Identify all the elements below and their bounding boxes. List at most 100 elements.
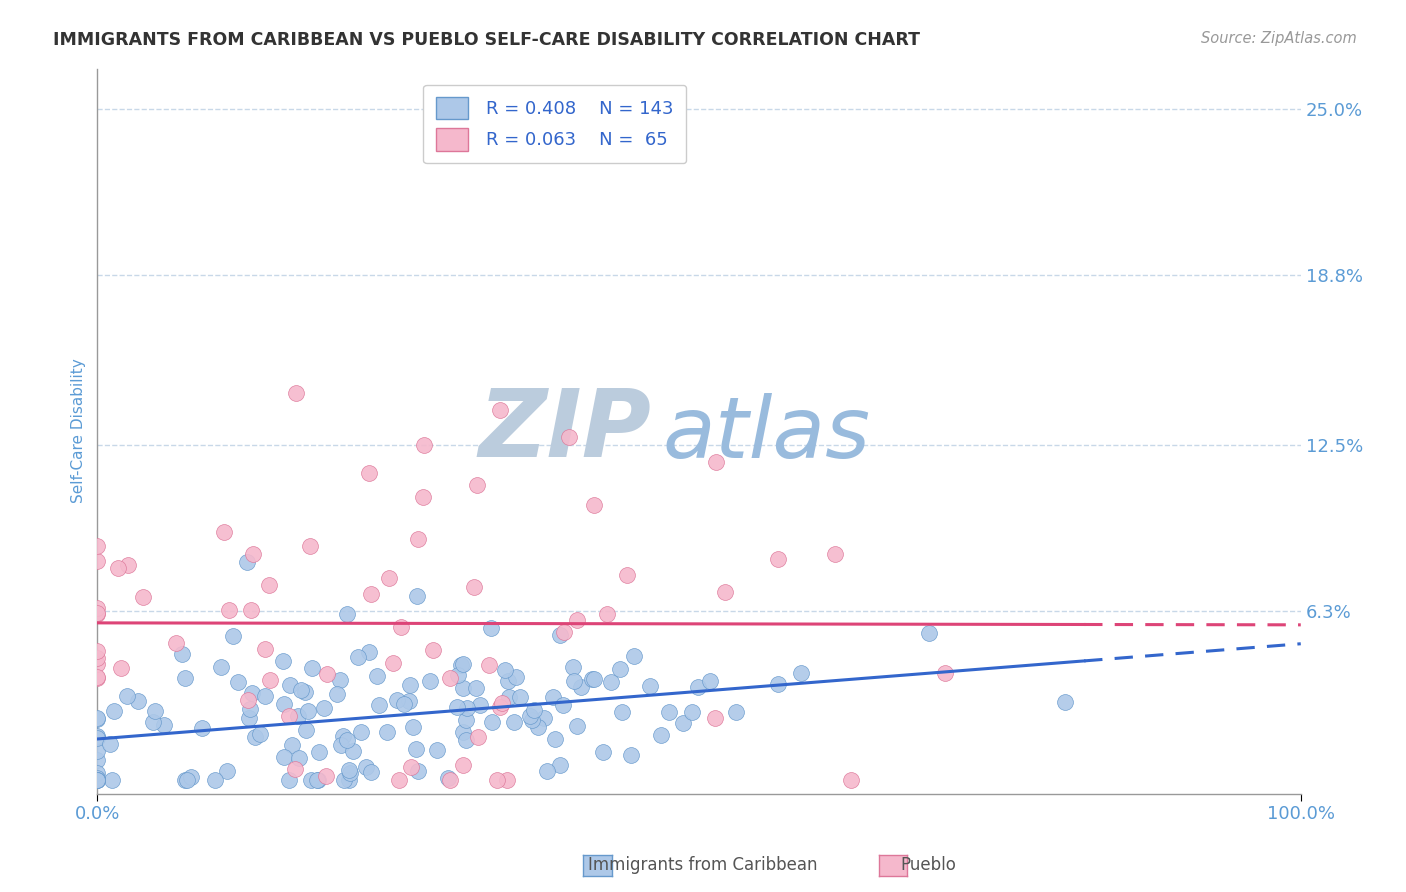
Point (405, 742, 427, 756)
Point (406, 589, 429, 603)
Point (481, 714, 503, 729)
Point (132, 590, 155, 604)
Point (509, 690, 531, 704)
Point (271, 654, 294, 668)
Point (315, 769, 337, 783)
Point (226, 675, 249, 690)
Point (495, 773, 517, 788)
Point (337, 763, 360, 777)
Point (333, 773, 356, 788)
Point (658, 705, 681, 719)
Y-axis label: Self-Care Disability: Self-Care Disability (72, 359, 86, 503)
Point (277, 709, 299, 723)
Point (439, 773, 461, 788)
Point (451, 725, 474, 739)
Point (307, 773, 329, 788)
Point (180, 770, 202, 784)
Point (612, 705, 634, 719)
Point (222, 629, 245, 643)
Point (620, 747, 643, 762)
Point (253, 642, 276, 657)
Point (378, 571, 401, 585)
Point (399, 759, 422, 773)
Point (419, 674, 441, 689)
Point (681, 706, 703, 720)
Point (766, 677, 789, 691)
Point (86, 554, 108, 568)
Point (236, 555, 259, 569)
Point (243, 730, 266, 744)
Point (290, 683, 312, 698)
Point (398, 694, 420, 708)
Point (406, 532, 429, 546)
Point (562, 674, 585, 689)
Point (176, 773, 198, 788)
Point (294, 685, 316, 699)
Point (553, 625, 575, 640)
Point (86, 711, 108, 725)
Point (725, 705, 748, 719)
Point (357, 467, 380, 481)
Point (98, 737, 121, 751)
Point (519, 709, 541, 723)
Point (569, 680, 592, 694)
Text: Immigrants from Caribbean: Immigrants from Caribbean (588, 856, 818, 874)
Point (152, 718, 174, 732)
Point (259, 673, 281, 688)
Point (385, 693, 408, 707)
Point (86, 753, 108, 767)
Point (107, 561, 129, 575)
Point (86, 600, 108, 615)
Point (526, 720, 548, 734)
Point (463, 580, 485, 594)
Point (592, 745, 614, 759)
Text: Source: ZipAtlas.com: Source: ZipAtlas.com (1201, 31, 1357, 46)
Point (342, 744, 364, 758)
Point (86, 729, 108, 743)
Point (503, 714, 526, 729)
Point (284, 762, 307, 776)
Point (451, 758, 474, 772)
Point (238, 711, 260, 725)
Point (565, 719, 588, 733)
Point (468, 698, 491, 713)
Point (204, 773, 226, 788)
Point (339, 765, 361, 780)
Point (406, 764, 429, 778)
Point (454, 733, 477, 747)
Point (332, 729, 354, 743)
Point (465, 478, 488, 492)
Point (86, 671, 108, 685)
Point (299, 773, 322, 788)
Point (391, 620, 413, 634)
Point (314, 700, 336, 714)
Point (488, 403, 510, 417)
Point (583, 498, 606, 512)
Text: atlas: atlas (664, 393, 870, 476)
Point (548, 758, 571, 772)
Point (558, 430, 581, 444)
Point (494, 664, 516, 678)
Text: Pueblo: Pueblo (900, 856, 956, 874)
Point (308, 745, 330, 759)
Point (86, 650, 108, 665)
Point (301, 661, 323, 675)
Point (142, 715, 165, 730)
Point (1053, 695, 1076, 709)
Point (485, 773, 508, 788)
Point (672, 716, 695, 731)
Point (479, 621, 502, 635)
Point (699, 674, 721, 689)
Point (456, 701, 478, 715)
Point (824, 547, 846, 561)
Point (703, 711, 725, 725)
Point (249, 727, 271, 741)
Point (934, 665, 956, 680)
Point (437, 771, 460, 785)
Point (412, 490, 434, 504)
Point (316, 667, 339, 681)
Point (388, 773, 411, 788)
Point (86, 607, 108, 622)
Point (422, 642, 444, 657)
Point (172, 647, 194, 661)
